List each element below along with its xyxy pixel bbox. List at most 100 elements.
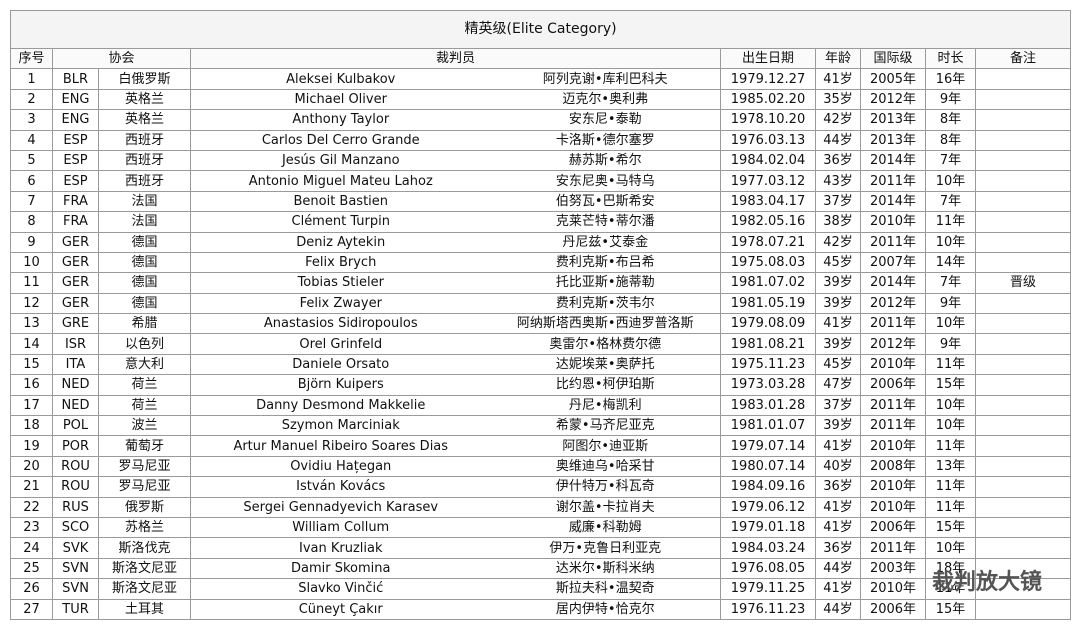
table-row: 20 ROU 罗马尼亚 Ovidiu Hațegan 奥维迪乌•哈采甘 1980.07.1… (10, 455, 1072, 478)
referee-name-cn: 达米尔•斯科米纳 (490, 557, 721, 580)
remark-cell (974, 129, 1072, 151)
birth-date: 1979.06.12 (720, 496, 816, 518)
referee-name-en: Orel Grinfeld (190, 333, 491, 355)
referee-name-cn: 费利克斯•布吕希 (490, 251, 721, 274)
birth-date: 1978.10.20 (720, 109, 816, 131)
association-code: GER (52, 231, 99, 253)
remark-cell (974, 415, 1072, 437)
fifa-year: 2006年 (860, 374, 926, 396)
fifa-year: 2012年 (860, 333, 926, 355)
association-name: 白俄罗斯 (98, 68, 191, 90)
referee-name-en: Carlos Del Cerro Grande (190, 129, 491, 151)
table-row: 26 SVN 斯洛文尼亚 Slavko Vinčić 斯拉夫科•温契奇 1979.11.2… (10, 578, 1072, 600)
referee-name-en: István Kovács (190, 476, 491, 498)
association-name: 斯洛文尼亚 (98, 557, 191, 580)
referee-name-cn: 斯拉夫科•温契奇 (490, 578, 721, 600)
years: 7年 (925, 272, 976, 294)
birth-date: 1983.01.28 (720, 394, 816, 417)
header-cell: 年龄 (815, 47, 861, 70)
birth-date: 1979.11.25 (720, 578, 816, 600)
referee-name-cn: 阿纳斯塔西奥斯•西迪罗普洛斯 (490, 313, 721, 335)
age: 41岁 (815, 435, 861, 457)
association-code: ITA (52, 353, 99, 376)
referee-name-cn: 赫苏斯•希尔 (490, 149, 721, 172)
table-row: 6 ESP 西班牙 Antonio Miguel Mateu Lahoz 安东尼奥•马特… (10, 170, 1072, 192)
table-title: 精英级(Elite Category) (9, 10, 1072, 49)
fifa-year: 2012年 (860, 88, 926, 111)
referee-name-cn: 阿列克谢•库利巴科夫 (490, 68, 721, 90)
association-code: POR (52, 435, 99, 457)
birth-date: 1984.03.24 (720, 537, 816, 559)
age: 44岁 (815, 129, 861, 151)
birth-date: 1981.07.02 (720, 272, 816, 294)
age: 38岁 (815, 211, 861, 233)
birth-date: 1976.08.05 (720, 557, 816, 580)
fifa-year: 2010年 (860, 578, 926, 600)
row-number: 21 (10, 476, 53, 498)
table-row: 19 POR 葡萄牙 Artur Manuel Ribeiro Soares Dias… (10, 435, 1072, 457)
birth-date: 1980.07.14 (720, 455, 816, 478)
fifa-year: 2011年 (860, 313, 926, 335)
referee-name-cn: 费利克斯•茨韦尔 (490, 292, 721, 315)
age: 39岁 (815, 272, 861, 294)
referee-name-cn: 奥维迪乌•哈采甘 (490, 455, 721, 478)
table-row: 3 ENG 英格兰 Anthony Taylor 安东尼•泰勒 1978.10.20 42岁… (10, 109, 1072, 131)
remark-cell (974, 598, 1072, 620)
years: 10年 (925, 415, 976, 437)
referee-name-en: Felix Zwayer (190, 292, 491, 315)
age: 47岁 (815, 374, 861, 396)
row-number: 1 (10, 68, 53, 90)
birth-date: 1975.11.23 (720, 353, 816, 376)
row-number: 10 (10, 251, 53, 274)
birth-date: 1984.09.16 (720, 476, 816, 498)
fifa-year: 2013年 (860, 129, 926, 151)
row-number: 22 (10, 496, 53, 518)
birth-date: 1981.01.07 (720, 415, 816, 437)
birth-date: 1981.08.21 (720, 333, 816, 355)
remark-cell (974, 68, 1072, 90)
referee-name-en: Deniz Aytekin (190, 231, 491, 253)
table-row: 11 GER 德国 Tobias Stieler 托比亚斯•施蒂勒 1981.07.02 3… (10, 272, 1072, 294)
referee-name-en: Clément Turpin (190, 211, 491, 233)
years: 7年 (925, 190, 976, 213)
referee-name-cn: 阿图尔•迪亚斯 (490, 435, 721, 457)
age: 35岁 (815, 88, 861, 111)
years: 11年 (925, 435, 976, 457)
remark-cell (974, 313, 1072, 335)
fifa-year: 2014年 (860, 190, 926, 213)
birth-date: 1979.07.14 (720, 435, 816, 457)
age: 39岁 (815, 292, 861, 315)
age: 41岁 (815, 496, 861, 518)
fifa-year: 2011年 (860, 537, 926, 559)
referee-name-en: Slavko Vinčić (190, 578, 491, 600)
association-name: 德国 (98, 272, 191, 294)
fifa-year: 2006年 (860, 598, 926, 620)
referee-name-cn: 希蒙•马齐尼亚克 (490, 415, 721, 437)
row-number: 13 (10, 313, 53, 335)
table-row: 24 SVK 斯洛伐克 Ivan Kruzliak 伊万•克鲁日利亚克 1984.03.2… (10, 537, 1072, 559)
referee-name-en: Artur Manuel Ribeiro Soares Dias (190, 435, 491, 457)
remark-cell (974, 435, 1072, 457)
fifa-year: 2010年 (860, 211, 926, 233)
fifa-year: 2014年 (860, 272, 926, 294)
table-row: 16 NED 荷兰 Björn Kuipers 比约恩•柯伊珀斯 1973.03.28 47… (10, 374, 1072, 396)
years: 11年 (925, 496, 976, 518)
referee-name-cn: 奥雷尔•格林费尔德 (490, 333, 721, 355)
referee-name-en: Damir Skomina (190, 557, 491, 580)
referee-name-cn: 丹尼•梅凯利 (490, 394, 721, 417)
remark-cell (974, 333, 1072, 355)
remark-cell (974, 190, 1072, 213)
association-name: 罗马尼亚 (98, 455, 191, 478)
years: 9年 (925, 88, 976, 111)
age: 37岁 (815, 190, 861, 213)
header-cell: 国际级 (860, 47, 926, 70)
years: 10年 (925, 170, 976, 192)
table-row: 2 ENG 英格兰 Michael Oliver 迈克尔•奥利弗 1985.02.20 35… (10, 88, 1072, 111)
association-code: TUR (52, 598, 99, 620)
birth-date: 1979.12.27 (720, 68, 816, 90)
age: 37岁 (815, 394, 861, 417)
row-number: 25 (10, 557, 53, 580)
fifa-year: 2005年 (860, 68, 926, 90)
referee-name-cn: 达妮埃莱•奥萨托 (490, 353, 721, 376)
remark-cell (974, 537, 1072, 559)
